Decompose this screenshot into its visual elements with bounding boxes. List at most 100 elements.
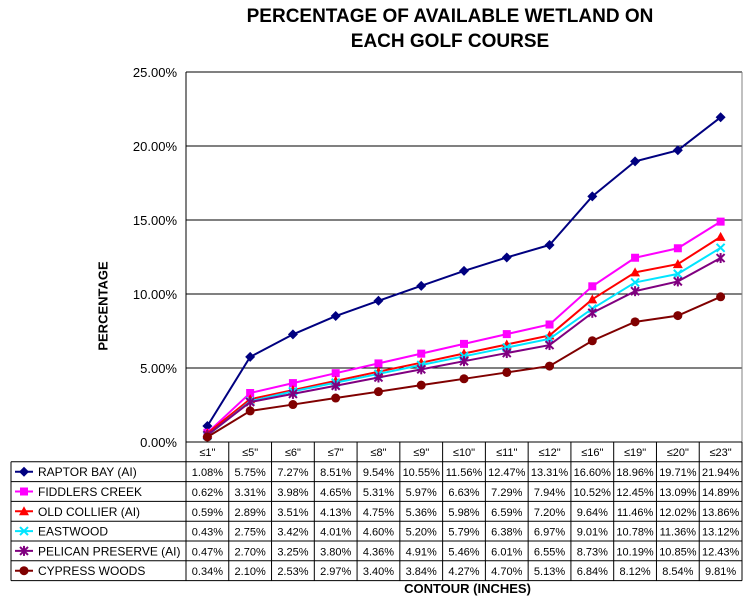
data-point-raptor-bay-ai [245,351,256,362]
legend-label-eastwood: EASTWOOD [38,525,108,539]
x-tick-label: ≤10" [453,447,475,459]
x-tick-label: ≤7" [328,447,344,459]
data-point-cypress-woods [716,292,726,302]
data-label-pelican-preserve-ai: 4.91% [406,546,437,558]
data-label-raptor-bay-ai: 18.96% [616,467,654,479]
data-label-old-collier-ai: 6.59% [491,507,522,519]
data-label-eastwood: 11.36% [660,527,697,539]
data-label-raptor-bay-ai: 12.47% [488,467,526,479]
legend-marker-eastwood [19,526,29,536]
data-point-fiddlers-creek [246,389,255,398]
y-tick-label: 25.00% [133,65,178,80]
data-label-cypress-woods: 3.84% [406,566,437,578]
data-point-old-collier-ai [715,231,726,241]
legend-label-old-collier-ai: OLD COLLIER (AI) [38,505,140,519]
x-tick-label: ≤23" [710,447,732,459]
data-point-raptor-bay-ai [501,252,512,263]
x-tick-label: ≤19" [624,447,646,459]
x-tick-label: ≤20" [667,447,689,459]
data-label-cypress-woods: 2.53% [277,566,308,578]
data-point-raptor-bay-ai [459,265,469,276]
data-label-cypress-woods: 6.84% [577,566,608,578]
data-label-cypress-woods: 8.54% [662,566,693,578]
data-label-eastwood: 4.60% [363,527,394,539]
data-label-fiddlers-creek: 3.31% [235,487,266,499]
data-point-cypress-woods [630,317,640,327]
x-tick-label: ≤11" [496,447,517,459]
data-point-pelican-preserve-ai [373,372,384,383]
data-label-eastwood: 6.97% [534,527,565,539]
legend-label-raptor-bay-ai: RAPTOR BAY (AI) [38,465,137,479]
data-label-old-collier-ai: 0.59% [192,507,223,519]
data-point-raptor-bay-ai [630,156,641,167]
data-label-old-collier-ai: 2.89% [235,507,266,519]
data-label-pelican-preserve-ai: 6.55% [534,546,565,558]
data-point-pelican-preserve-ai [502,348,512,359]
data-label-raptor-bay-ai: 9.54% [363,467,394,479]
legend-marker-fiddlers-creek [20,487,28,496]
data-label-cypress-woods: 3.40% [363,566,394,578]
data-point-cypress-woods [459,374,469,384]
data-label-eastwood: 5.79% [448,527,479,539]
data-point-eastwood [715,243,726,253]
data-label-eastwood: 2.75% [235,527,266,539]
data-point-raptor-bay-ai [672,145,683,156]
data-point-cypress-woods [502,367,512,377]
data-point-raptor-bay-ai [587,191,598,202]
data-label-fiddlers-creek: 5.31% [363,487,394,499]
data-label-eastwood: 6.38% [491,527,522,539]
data-label-eastwood: 9.01% [577,527,608,539]
data-point-pelican-preserve-ai [673,276,683,287]
y-axis-ticks: 0.00% 5.00% 10.00% 15.00% 20.00% 25.00% [133,65,178,450]
y-tick-label: 10.00% [133,287,178,302]
x-axis-label: CONTOUR (INCHES) [404,581,531,596]
data-label-raptor-bay-ai: 8.51% [320,467,351,479]
data-point-pelican-preserve-ai [544,340,555,351]
data-point-fiddlers-creek [716,217,725,226]
data-label-cypress-woods: 4.27% [448,566,479,578]
data-label-fiddlers-creek: 12.45% [616,487,654,499]
data-label-pelican-preserve-ai: 6.01% [491,546,522,558]
data-point-pelican-preserve-ai [459,356,469,367]
x-tick-label: ≤12" [538,447,560,459]
data-point-raptor-bay-ai [544,240,555,251]
x-tick-label: ≤8" [370,447,386,459]
data-label-cypress-woods: 2.97% [320,566,351,578]
data-point-pelican-preserve-ai [288,388,298,399]
data-label-pelican-preserve-ai: 5.46% [448,546,479,558]
data-label-old-collier-ai: 12.02% [659,507,697,519]
data-label-fiddlers-creek: 7.94% [534,487,565,499]
chart-title-line-2: EACH GOLF COURSE [350,31,550,52]
data-label-fiddlers-creek: 5.97% [406,487,437,499]
data-label-raptor-bay-ai: 16.60% [574,467,612,479]
x-tick-label: ≤6" [285,447,301,459]
data-label-eastwood: 10.78% [616,527,654,539]
data-point-pelican-preserve-ai [587,307,598,318]
chart-title-line-1: PERCENTAGE OF AVAILABLE WETLAND ON [246,6,654,27]
data-point-fiddlers-creek [502,330,511,339]
data-point-pelican-preserve-ai [416,364,426,375]
data-label-pelican-preserve-ai: 10.85% [659,546,697,558]
data-label-old-collier-ai: 3.51% [277,507,308,519]
series-line-fiddlers-creek [206,220,722,434]
data-label-fiddlers-creek: 10.52% [574,487,612,499]
data-point-old-collier-ai [630,267,641,277]
x-tick-label: ≤5" [242,447,258,459]
data-label-raptor-bay-ai: 11.56% [446,467,483,479]
data-label-fiddlers-creek: 7.29% [491,487,522,499]
data-label-old-collier-ai: 5.36% [406,507,437,519]
legend-marker-old-collier-ai [19,506,29,516]
x-tick-label: ≤16" [581,447,603,459]
data-label-raptor-bay-ai: 1.08% [192,467,223,479]
data-point-old-collier-ai [587,294,598,304]
data-point-old-collier-ai [672,259,683,269]
data-label-fiddlers-creek: 13.09% [659,487,697,499]
series-lines [202,112,726,442]
legend-label-fiddlers-creek: FIDDLERS CREEK [38,485,142,499]
data-point-raptor-bay-ai [202,421,213,432]
y-tick-label: 0.00% [140,435,177,450]
data-label-fiddlers-creek: 4.65% [320,487,351,499]
data-label-fiddlers-creek: 0.62% [192,487,223,499]
data-label-old-collier-ai: 4.75% [363,507,394,519]
